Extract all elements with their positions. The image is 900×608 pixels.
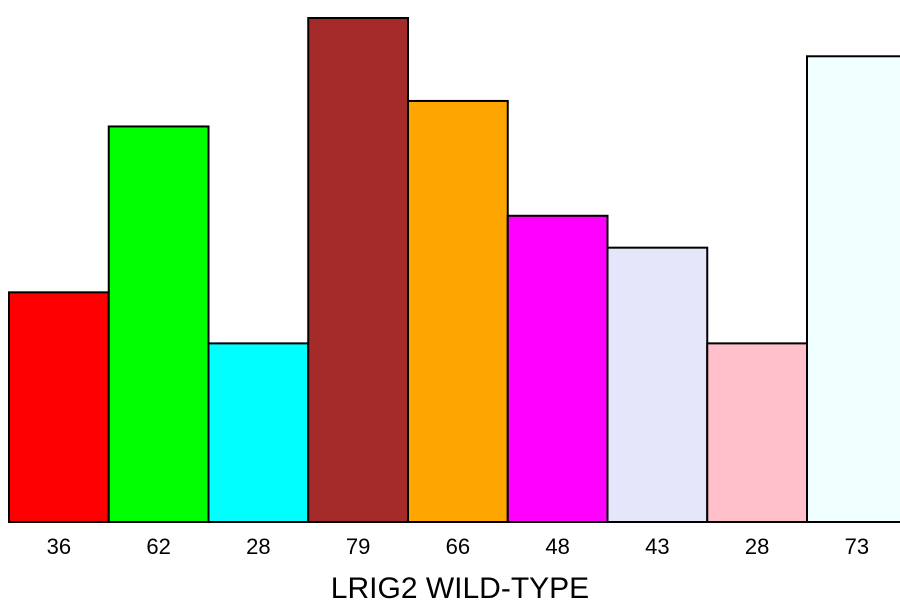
bar-1 xyxy=(8,291,110,523)
x-tick-label-7: 43 xyxy=(645,534,669,559)
bar-9 xyxy=(806,55,900,523)
bar-3 xyxy=(207,342,310,523)
x-tick-label-4: 79 xyxy=(346,534,370,559)
x-tick-label-3: 28 xyxy=(246,534,270,559)
x-tick-label-1: 36 xyxy=(47,534,71,559)
x-tick-label-9: 73 xyxy=(845,534,869,559)
tick-labels-group: 36 62 28 79 66 48 43 28 73 xyxy=(47,534,869,559)
bar-5 xyxy=(407,99,509,523)
x-tick-label-2: 62 xyxy=(146,534,170,559)
x-axis-title: LRIG2 WILD-TYPE xyxy=(331,572,589,605)
bar-2 xyxy=(107,125,210,524)
bar-4 xyxy=(307,17,409,523)
bars-group xyxy=(8,17,900,524)
bar-6 xyxy=(506,214,609,524)
bar-7 xyxy=(606,246,709,523)
x-tick-label-5: 66 xyxy=(446,534,470,559)
x-tick-label-8: 28 xyxy=(745,534,769,559)
x-tick-label-6: 48 xyxy=(545,534,569,559)
bar-8 xyxy=(706,342,808,523)
